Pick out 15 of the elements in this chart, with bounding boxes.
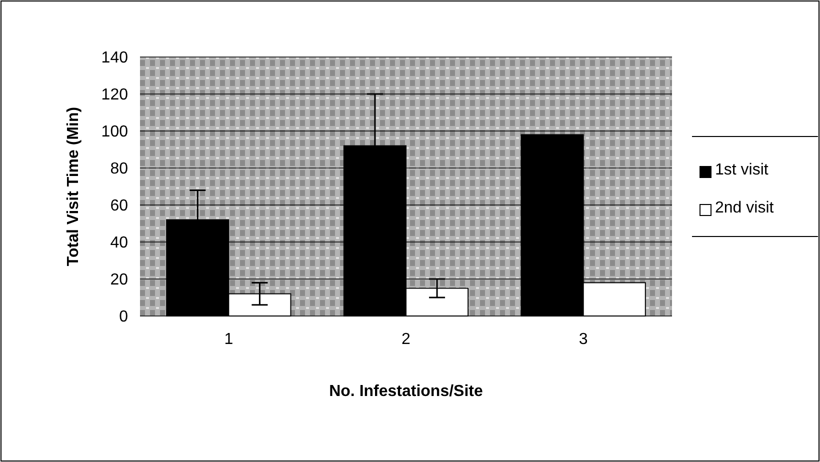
y-tick-label: 0: [119, 308, 128, 326]
y-tick-label: 120: [101, 86, 128, 104]
y-tick-label: 20: [110, 272, 128, 289]
x-tick-label: 3: [578, 331, 588, 348]
legend-label: 1st visit: [715, 162, 769, 178]
legend-label: 2nd visit: [715, 200, 774, 216]
x-tick-label: 2: [402, 331, 411, 348]
y-tick-label: 60: [110, 198, 128, 215]
x-tick-label: 1: [224, 331, 234, 348]
y-tick-label: 140: [101, 50, 128, 67]
y-axis-title: Total Visit Time (Min): [65, 106, 82, 266]
y-tick-label: 100: [101, 124, 128, 141]
y-tick-label: 80: [110, 160, 128, 178]
x-axis-title: No. Infestations/Site: [329, 383, 483, 400]
y-tick-label: 40: [110, 234, 128, 252]
